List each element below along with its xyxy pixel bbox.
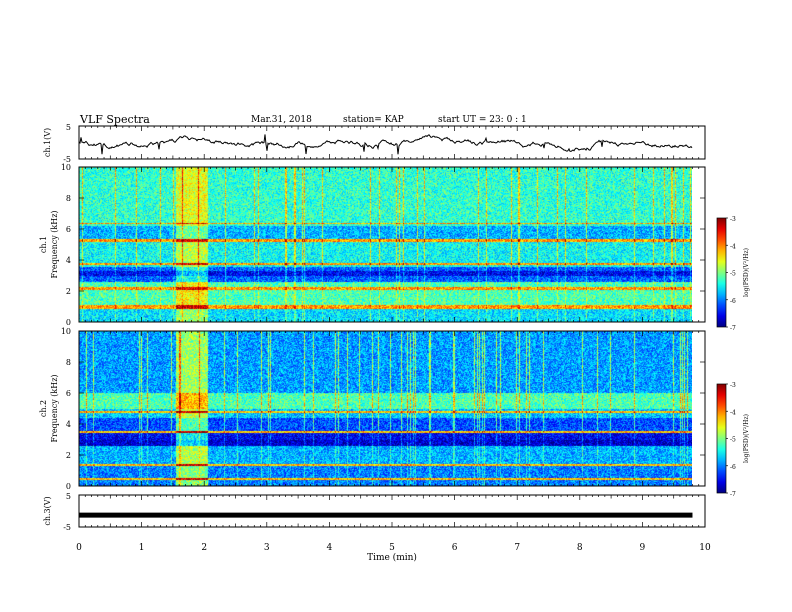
colorbar-tick-label: -6	[730, 464, 736, 471]
xtick-label: 7	[514, 543, 520, 553]
ytick-label: 8	[66, 358, 71, 367]
ytick-label: -5	[63, 523, 71, 532]
ytick-label: 6	[66, 225, 71, 234]
y-axis-label: Frequency (kHz)	[50, 374, 59, 442]
channel-label: ch.1	[39, 236, 48, 253]
xtick-label: 9	[640, 543, 646, 553]
colorbar-tick-label: -7	[730, 491, 736, 498]
ytick-label: 0	[66, 482, 71, 491]
colorbar-tick-label: -6	[730, 298, 736, 305]
ytick-label: 4	[66, 420, 71, 429]
date-label: Mar.31, 2018	[251, 115, 312, 125]
spectrogram-ch1	[79, 167, 692, 322]
colorbar-label: log(PSD)(V²/Hz)	[743, 414, 750, 463]
xtick-label: 6	[452, 543, 458, 553]
colorbar-label: log(PSD)(V²/Hz)	[743, 248, 750, 297]
y-axis-label: ch.1(V)	[43, 128, 52, 157]
colorbar-tick-label: -3	[730, 382, 736, 389]
ytick-label: 4	[66, 256, 71, 265]
xtick-label: 10	[699, 543, 711, 553]
xtick-label: 8	[577, 543, 583, 553]
xtick-label: 0	[76, 543, 82, 553]
colorbar-tick-label: -5	[730, 437, 736, 444]
ch1-waveform-line	[78, 134, 693, 155]
ytick-label: 10	[61, 163, 71, 172]
xtick-label: 4	[327, 543, 333, 553]
ytick-label: -5	[63, 155, 71, 164]
ytick-label: 2	[66, 287, 71, 296]
xtick-label: 2	[201, 543, 207, 553]
colorbar	[716, 383, 727, 494]
colorbar	[716, 217, 727, 328]
x-axis-label: Time (min)	[367, 552, 417, 563]
spectrogram-ch2	[79, 331, 692, 486]
xtick-label: 3	[264, 543, 270, 553]
y-axis-label: Frequency (kHz)	[50, 210, 59, 278]
xtick-label: 1	[139, 543, 145, 553]
y-axis-label: ch.3(V)	[43, 496, 52, 525]
ytick-label: 5	[66, 492, 71, 501]
ytick-label: 10	[61, 327, 71, 336]
ytick-label: 5	[66, 123, 71, 132]
station-label: station= KAP	[343, 115, 404, 125]
ytick-label: 6	[66, 389, 71, 398]
colorbar-tick-label: -4	[730, 409, 736, 416]
ytick-label: 8	[66, 194, 71, 203]
ytick-label: 2	[66, 451, 71, 460]
colorbar-tick-label: -5	[730, 271, 736, 278]
colorbar-tick-label: -7	[730, 325, 736, 332]
ytick-label: 0	[66, 318, 71, 327]
start-time-label: start UT = 23: 0 : 1	[438, 115, 527, 125]
colorbar-tick-label: -3	[730, 216, 736, 223]
xtick-label: 5	[389, 543, 395, 553]
chart-title: VLF Spectra	[80, 113, 150, 126]
colorbar-tick-label: -4	[730, 243, 736, 250]
channel-label: ch.2	[39, 400, 48, 417]
